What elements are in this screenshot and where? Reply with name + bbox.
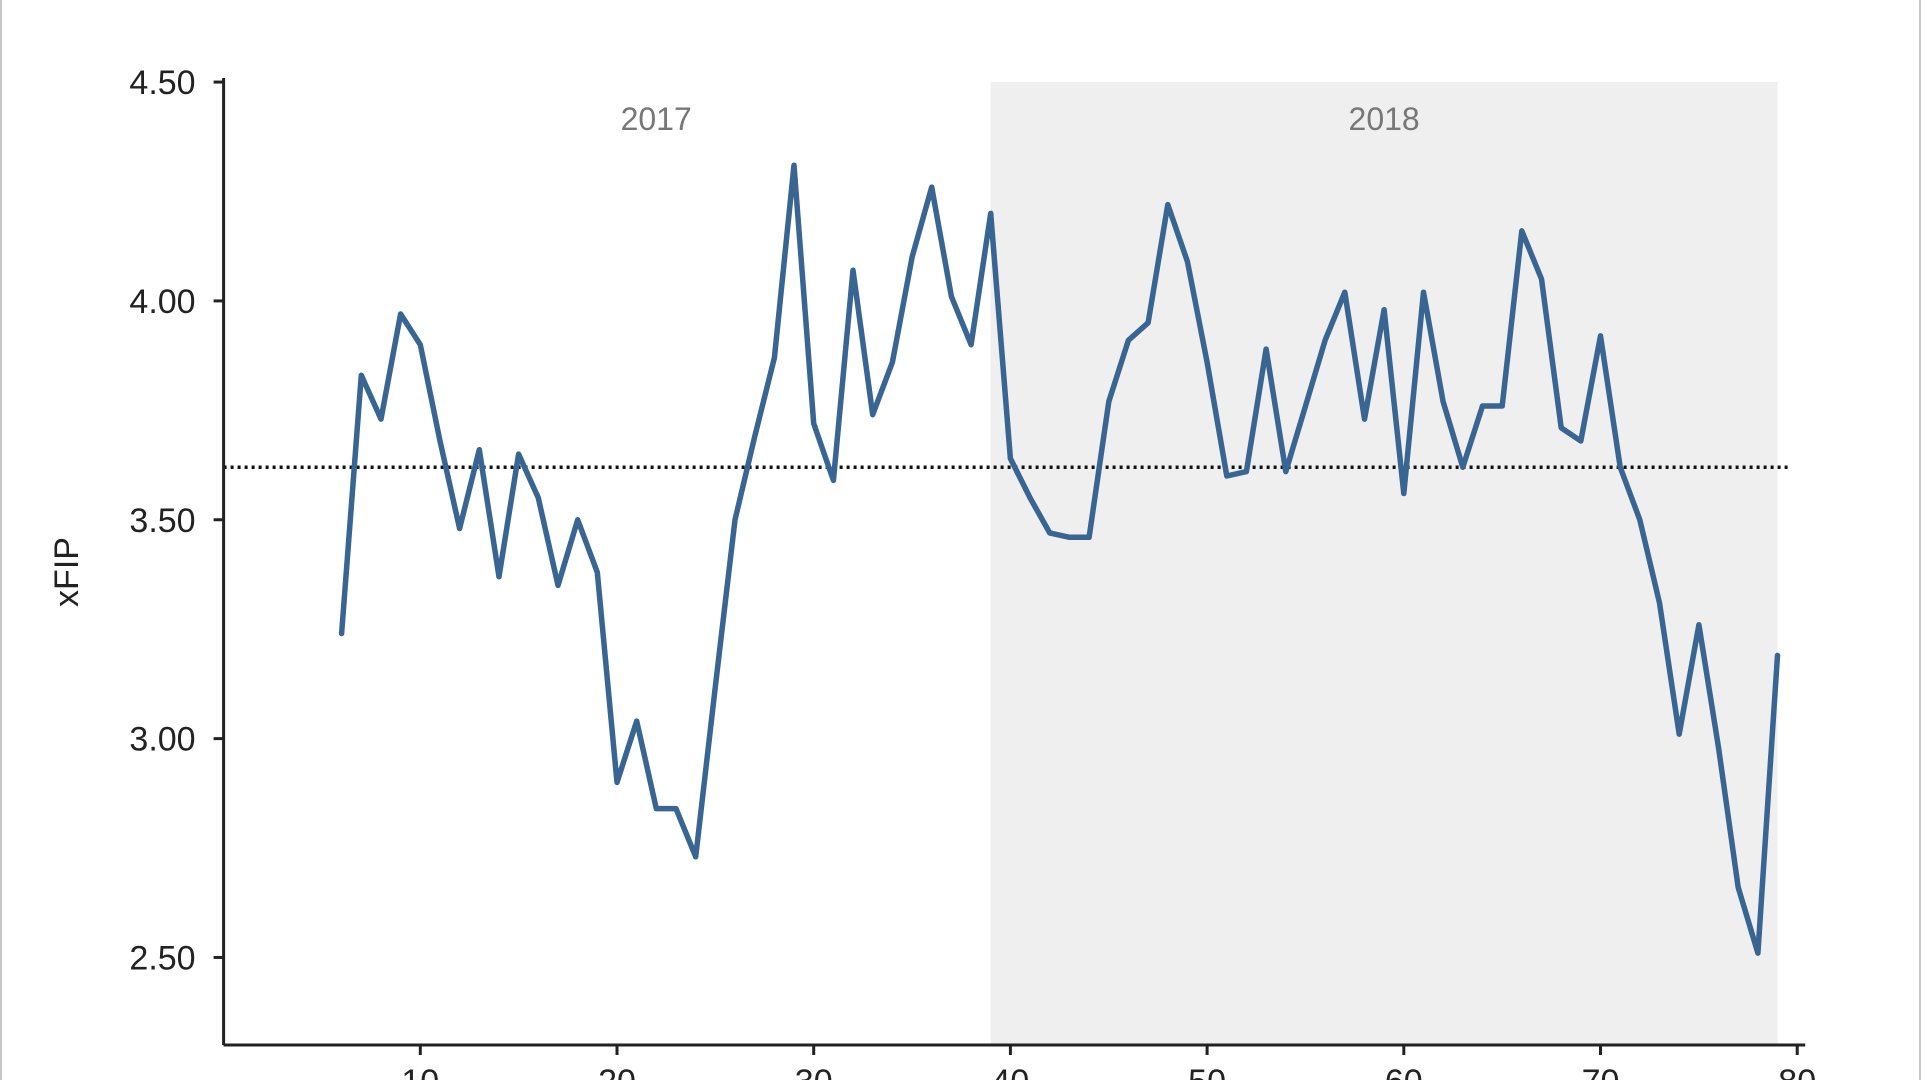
data-point (1736, 885, 1741, 890)
data-point (1539, 277, 1544, 282)
data-point (1264, 347, 1269, 352)
data-point (418, 342, 423, 347)
data-point (1401, 491, 1406, 496)
x-tick-label: 40 (991, 1063, 1029, 1080)
y-tick-label: 4.50 (129, 64, 195, 102)
data-point (693, 854, 698, 859)
data-point (1106, 399, 1111, 404)
labels-layer: xFIP 2017 2018 (48, 101, 1420, 607)
data-point (1224, 473, 1229, 478)
data-point (437, 438, 442, 443)
data-point (1578, 438, 1583, 443)
data-point (969, 342, 974, 347)
y-axis-title: xFIP (48, 537, 86, 607)
y-tick-label: 3.00 (129, 721, 195, 759)
data-point (1067, 535, 1072, 540)
data-point (1559, 425, 1564, 430)
data-point (772, 355, 777, 360)
data-point (496, 574, 501, 579)
data-point (1362, 417, 1367, 422)
x-tick-label: 20 (598, 1063, 636, 1080)
data-point (1519, 228, 1524, 233)
x-tick-label: 50 (1188, 1063, 1226, 1080)
data-point (1303, 403, 1308, 408)
data-point (1283, 469, 1288, 474)
data-point (575, 517, 580, 522)
data-point (831, 478, 836, 483)
x-tick-label: 80 (1778, 1063, 1816, 1080)
data-point (398, 312, 403, 317)
data-point (1441, 399, 1446, 404)
data-point (1165, 202, 1170, 207)
data-point (1480, 403, 1485, 408)
data-point (1008, 456, 1013, 461)
data-point (811, 421, 816, 426)
data-point (890, 360, 895, 365)
data-point (536, 495, 541, 500)
data-point (1775, 653, 1780, 658)
data-point (1657, 600, 1662, 605)
data-point (1500, 403, 1505, 408)
data-point (1323, 338, 1328, 343)
data-point (851, 268, 856, 273)
data-point (1047, 530, 1052, 535)
data-point (516, 452, 521, 457)
data-point (1126, 338, 1131, 343)
data-point (1244, 469, 1249, 474)
data-point (457, 526, 462, 531)
data-point (792, 163, 797, 168)
y-tick-label: 4.00 (129, 283, 195, 321)
x-tick-label: 30 (795, 1063, 833, 1080)
series-layer (338, 162, 1781, 956)
data-point (615, 780, 620, 785)
data-point (1382, 307, 1387, 312)
data-point (555, 583, 560, 588)
data-point (1696, 622, 1701, 627)
season-band-layer (990, 82, 1778, 1045)
data-point (988, 211, 993, 216)
data-point (1677, 732, 1682, 737)
data-point (654, 806, 659, 811)
data-point (378, 417, 383, 422)
data-point (1028, 495, 1033, 500)
axes-layer: 2.50 3.00 3.50 4.00 4.50 10 20 30 40 50 60 70 80 (129, 64, 1816, 1080)
x-tick-label: 70 (1582, 1063, 1620, 1080)
data-point (359, 373, 364, 378)
data-point (674, 806, 679, 811)
data-point (713, 684, 718, 689)
data-point (733, 517, 738, 522)
data-point (752, 434, 757, 439)
data-point (1205, 360, 1210, 365)
data-point (929, 185, 934, 190)
data-point (595, 570, 600, 575)
data-point (1421, 290, 1426, 295)
season-label-2018: 2018 (1349, 101, 1420, 137)
data-point (910, 255, 915, 260)
data-point (1716, 745, 1721, 750)
data-point (1755, 951, 1760, 956)
data-point (1618, 465, 1623, 470)
data-point (1460, 465, 1465, 470)
data-point (339, 631, 344, 636)
data-point (1598, 333, 1603, 338)
data-point (870, 412, 875, 417)
season-band-2018 (990, 82, 1778, 1045)
data-point (949, 294, 954, 299)
x-tick-label: 10 (401, 1063, 439, 1080)
y-tick-label: 2.50 (129, 939, 195, 977)
data-point (634, 719, 639, 724)
data-point (1087, 535, 1092, 540)
data-point (477, 447, 482, 452)
data-point (1637, 517, 1642, 522)
season-label-2017: 2017 (621, 101, 692, 137)
xfip-series-line (338, 162, 1781, 956)
data-point (1185, 259, 1190, 264)
data-point (1342, 290, 1347, 295)
y-tick-label: 3.50 (129, 502, 195, 540)
x-tick-label: 60 (1385, 1063, 1423, 1080)
data-point (1146, 320, 1151, 325)
